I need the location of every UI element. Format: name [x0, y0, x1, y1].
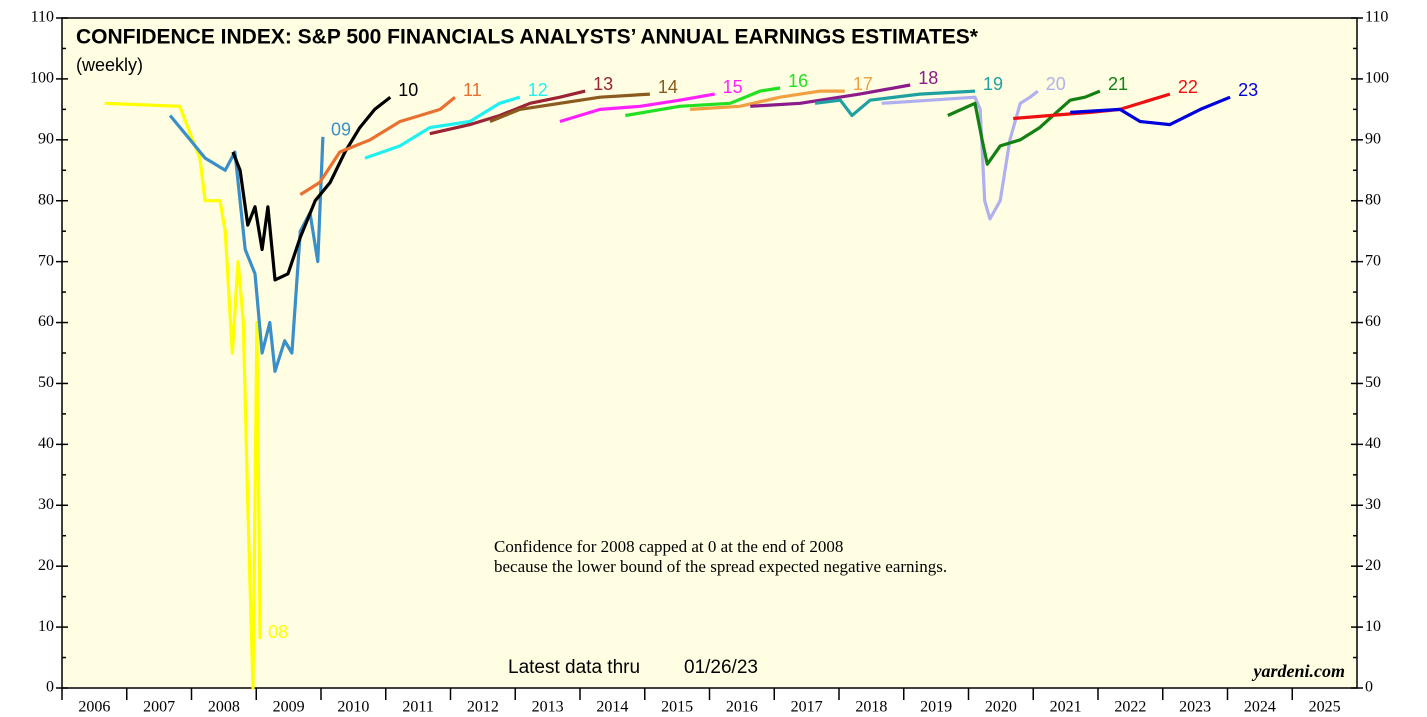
series-label: 15 [723, 77, 743, 97]
y2-tick-label: 40 [1365, 435, 1381, 452]
series-label: 08 [268, 622, 288, 642]
latest-label: Latest data thru [508, 657, 640, 678]
annotation: because the lower bound of the spread ex… [494, 557, 947, 576]
y2-tick-label: 50 [1365, 374, 1381, 391]
annotation: Confidence for 2008 capped at 0 at the e… [494, 537, 843, 556]
series-line [364, 95, 521, 160]
series-label: 14 [658, 77, 678, 97]
series-label: 19 [983, 74, 1003, 94]
series-line [947, 89, 1101, 166]
source: yardeni.com [1252, 661, 1346, 681]
series-label: 18 [918, 68, 938, 88]
y2-tick-label: 30 [1365, 496, 1381, 513]
series-label: 22 [1178, 77, 1198, 97]
series-label: 20 [1046, 74, 1066, 94]
y2-tick-label: 60 [1365, 313, 1381, 330]
y-tick-label: 70 [38, 252, 54, 269]
x-tick-label: 2007 [143, 699, 175, 716]
y2-tick-label: 20 [1365, 557, 1381, 574]
y2-tick-label: 100 [1365, 70, 1389, 87]
y-tick-label: 50 [38, 374, 54, 391]
x-tick-label: 2011 [402, 699, 433, 716]
chart-subtitle: (weekly) [76, 55, 143, 75]
series-label: 10 [398, 80, 418, 100]
y2-tick-label: 70 [1365, 252, 1381, 269]
x-tick-label: 2022 [1114, 699, 1146, 716]
marks [104, 83, 1231, 690]
x-tick-label: 2019 [920, 699, 952, 716]
series-line [429, 89, 586, 136]
x-tick-label: 2021 [1050, 699, 1082, 716]
y2-tick-label: 0 [1365, 679, 1373, 696]
x-tick-label: 2017 [791, 699, 823, 716]
y-tick-label: 0 [46, 679, 54, 696]
x-tick-label: 2024 [1244, 699, 1276, 716]
y-tick-label: 10 [38, 618, 54, 635]
series-label: 17 [853, 74, 873, 94]
y-tick-label: 20 [38, 557, 54, 574]
series-label: 21 [1108, 74, 1128, 94]
x-tick-label: 2015 [661, 699, 693, 716]
x-tick-label: 2016 [726, 699, 758, 716]
y-tick-label: 40 [38, 435, 54, 452]
series-label: 13 [593, 74, 613, 94]
series-line [231, 95, 392, 282]
y-tick-label: 100 [30, 70, 54, 87]
x-tick-label: 2006 [78, 699, 110, 716]
chart-title: CONFIDENCE INDEX: S&P 500 FINANCIALS ANA… [76, 26, 979, 49]
x-tick-label: 2012 [467, 699, 499, 716]
y2-tick-label: 110 [1365, 9, 1388, 26]
series-line [814, 89, 976, 118]
series-line [489, 92, 650, 123]
y-tick-label: 80 [38, 191, 54, 208]
series-label: 09 [331, 120, 351, 140]
series-line [559, 92, 715, 124]
series-line [625, 86, 781, 118]
y2-tick-label: 90 [1365, 130, 1381, 147]
series-label: 12 [528, 80, 548, 100]
series-label: 23 [1238, 80, 1258, 100]
x-tick-label: 2013 [532, 699, 564, 716]
series-line [881, 89, 1039, 221]
x-tick-label: 2014 [596, 699, 628, 716]
plot-area [61, 17, 1358, 689]
series-line [690, 89, 845, 111]
series-line [750, 83, 911, 108]
x-tick-label: 2009 [273, 699, 305, 716]
y-tick-label: 30 [38, 496, 54, 513]
x-tick-label: 2020 [985, 699, 1017, 716]
x-tick-label: 2008 [208, 699, 240, 716]
series-line [104, 101, 262, 690]
y2-tick-label: 80 [1365, 191, 1381, 208]
series-label: 16 [788, 71, 808, 91]
y-tick-label: 110 [31, 9, 54, 26]
x-tick-label: 2023 [1179, 699, 1211, 716]
x-tick-label: 2018 [855, 699, 887, 716]
series-line [299, 95, 457, 196]
y2-tick-label: 10 [1365, 618, 1381, 635]
x-tick-label: 2025 [1309, 699, 1341, 716]
series-label: 11 [463, 80, 482, 100]
y-tick-label: 60 [38, 313, 54, 330]
latest-date: 01/26/23 [684, 657, 758, 678]
x-tick-label: 2010 [337, 699, 369, 716]
series-line [1070, 95, 1231, 127]
y-tick-label: 90 [38, 130, 54, 147]
